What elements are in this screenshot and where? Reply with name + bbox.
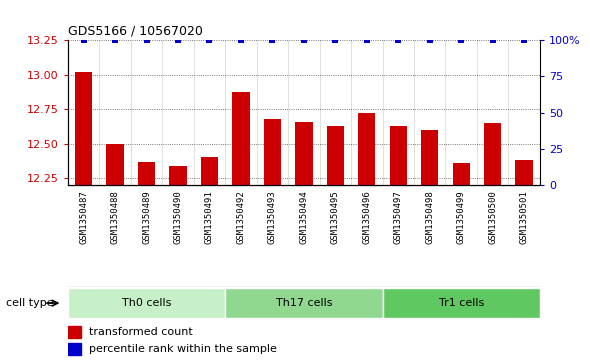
Text: GSM1350491: GSM1350491: [205, 190, 214, 244]
Point: [362, 37, 372, 43]
Point: [142, 37, 151, 43]
Text: GSM1350488: GSM1350488: [110, 190, 120, 244]
Point: [394, 37, 403, 43]
Text: GSM1350490: GSM1350490: [173, 190, 182, 244]
Bar: [295, 122, 313, 185]
Bar: [232, 93, 250, 185]
Bar: [264, 119, 281, 185]
Bar: [68, 326, 81, 338]
Bar: [68, 288, 225, 318]
Bar: [484, 123, 502, 185]
Text: GSM1350487: GSM1350487: [79, 190, 88, 244]
Text: cell type: cell type: [6, 298, 54, 308]
Text: Tr1 cells: Tr1 cells: [438, 298, 484, 308]
Point: [79, 37, 88, 43]
Bar: [138, 162, 155, 185]
Text: GSM1350497: GSM1350497: [394, 190, 403, 244]
Text: Th0 cells: Th0 cells: [122, 298, 171, 308]
Text: GSM1350496: GSM1350496: [362, 190, 371, 244]
Bar: [358, 113, 375, 185]
Point: [299, 37, 309, 43]
Bar: [516, 160, 533, 185]
Point: [488, 37, 497, 43]
Point: [173, 37, 183, 43]
Text: GSM1350501: GSM1350501: [520, 190, 529, 244]
Point: [330, 37, 340, 43]
Bar: [68, 343, 81, 355]
Text: transformed count: transformed count: [89, 327, 193, 337]
Text: Th17 cells: Th17 cells: [276, 298, 332, 308]
Bar: [106, 144, 124, 185]
Point: [519, 37, 529, 43]
Bar: [389, 126, 407, 185]
Point: [425, 37, 434, 43]
Text: GSM1350500: GSM1350500: [488, 190, 497, 244]
Point: [268, 37, 277, 43]
Text: GSM1350498: GSM1350498: [425, 190, 434, 244]
Point: [205, 37, 214, 43]
Text: GSM1350489: GSM1350489: [142, 190, 151, 244]
Bar: [169, 166, 186, 185]
Point: [457, 37, 466, 43]
Bar: [75, 72, 92, 185]
Bar: [201, 158, 218, 185]
Bar: [225, 288, 382, 318]
Text: GSM1350492: GSM1350492: [237, 190, 245, 244]
Bar: [382, 288, 540, 318]
Text: GSM1350495: GSM1350495: [331, 190, 340, 244]
Point: [110, 37, 120, 43]
Text: GSM1350499: GSM1350499: [457, 190, 466, 244]
Bar: [327, 126, 344, 185]
Bar: [453, 163, 470, 185]
Text: percentile rank within the sample: percentile rank within the sample: [89, 344, 277, 354]
Text: GSM1350493: GSM1350493: [268, 190, 277, 244]
Point: [236, 37, 245, 43]
Bar: [421, 130, 438, 185]
Text: GDS5166 / 10567020: GDS5166 / 10567020: [68, 24, 203, 37]
Text: GSM1350494: GSM1350494: [299, 190, 309, 244]
